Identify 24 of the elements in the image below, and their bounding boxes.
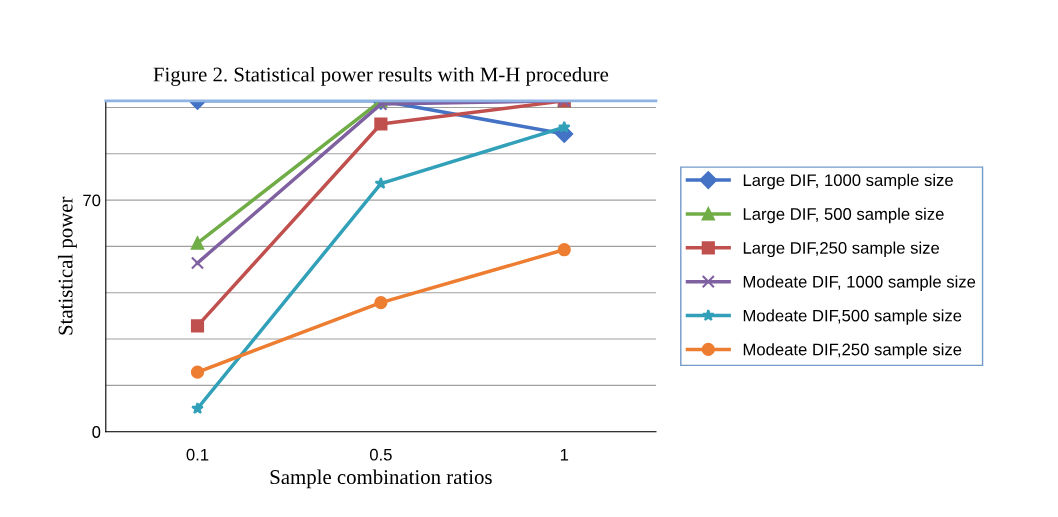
- point: [191, 401, 204, 415]
- point: [190, 236, 205, 250]
- point: [190, 319, 205, 333]
- point: [190, 365, 205, 379]
- point: [374, 117, 388, 131]
- x-axis-title: Sample combination ratios: [270, 469, 492, 489]
- point: [557, 120, 571, 133]
- legend-label: Modeate DIF,250 sample size: [743, 343, 962, 359]
- legend-label: Large DIF, 500 sample size: [743, 207, 944, 224]
- point: [557, 243, 571, 257]
- x-tick-label: 1: [560, 448, 569, 461]
- legend-label: Large DIF,250 sample size: [743, 241, 940, 258]
- y-tick-label: 70: [83, 194, 101, 207]
- legend-label: Large DIF, 1000 sample size: [743, 173, 953, 190]
- point: [374, 176, 388, 190]
- y-tick-label: 0: [92, 426, 101, 438]
- x-tick-label: 0.5: [369, 448, 392, 461]
- x-tick-label: 0.1: [186, 448, 209, 461]
- point: [190, 256, 205, 270]
- legend-label: Modeate DIF, 1000 sample size: [743, 275, 976, 291]
- chart-title: Figure 2. Statistical power results with M-H procedure: [153, 66, 609, 86]
- y-axis-title: Statistical power: [57, 196, 77, 335]
- point: [374, 296, 388, 310]
- legend-label: Modeate DIF,500 sample size: [743, 309, 962, 325]
